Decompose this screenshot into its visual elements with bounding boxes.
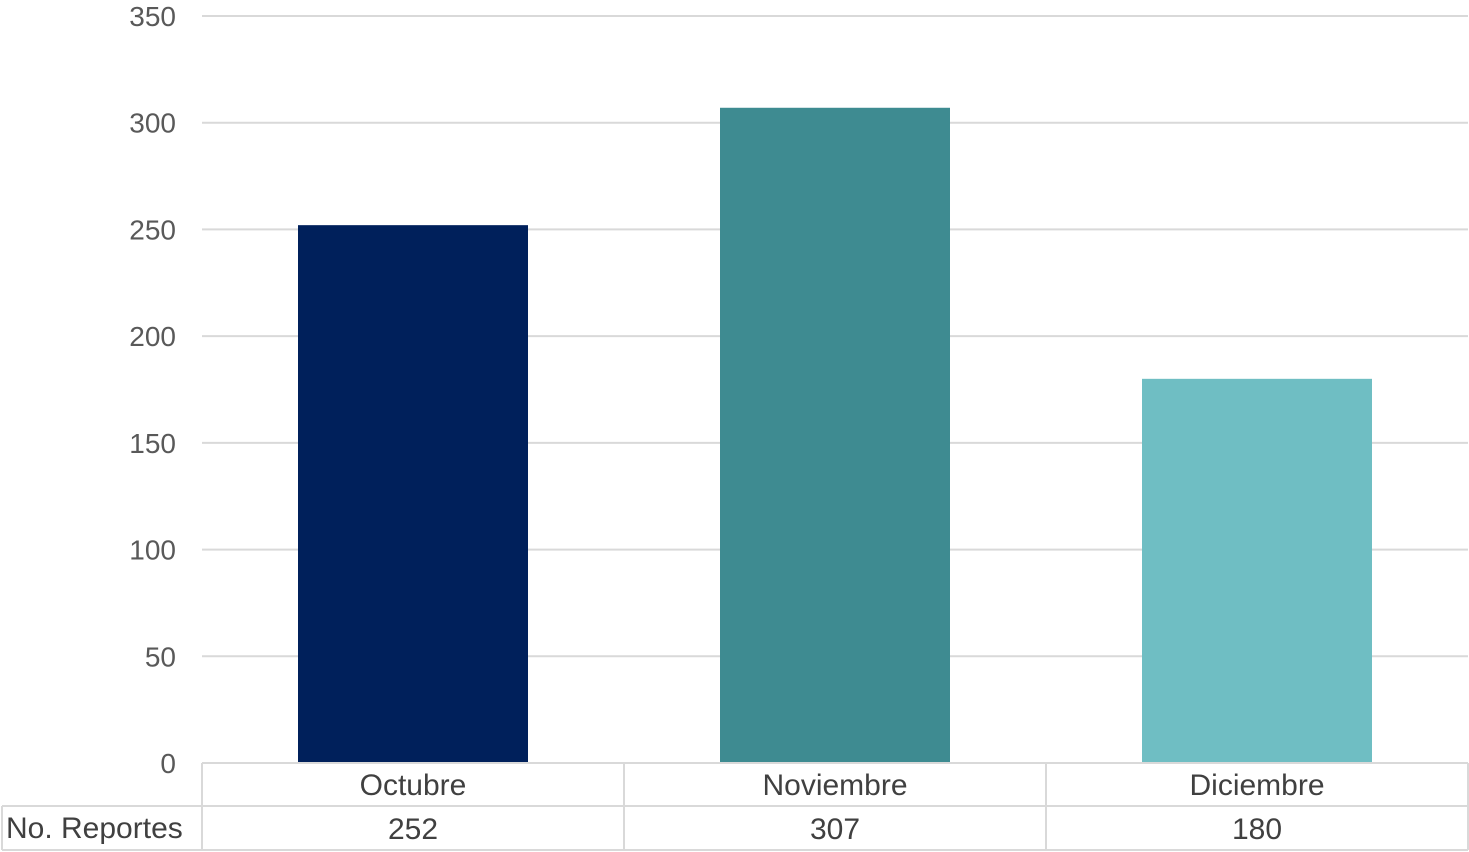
category-label: Octubre bbox=[360, 769, 467, 802]
data-table-value: 180 bbox=[1232, 813, 1282, 846]
y-axis-tick-labels: 0 50 100 150 200 250 300 350 bbox=[129, 1, 176, 779]
y-tick-label: 200 bbox=[129, 321, 176, 352]
y-tick-label: 250 bbox=[129, 214, 176, 245]
y-tick-label: 100 bbox=[129, 535, 176, 566]
y-tick-label: 50 bbox=[145, 641, 176, 672]
data-table-row-label: No. Reportes bbox=[6, 812, 183, 845]
bar bbox=[1142, 378, 1372, 763]
data-table-value: 307 bbox=[810, 813, 860, 846]
y-tick-label: 350 bbox=[129, 1, 176, 32]
data-table-value: 252 bbox=[388, 813, 438, 846]
bars bbox=[298, 107, 1372, 763]
y-tick-label: 150 bbox=[129, 428, 176, 459]
data-table: No. Reportes Octubre 252 Noviembre 307 Dicie… bbox=[1, 762, 1469, 851]
y-tick-label: 300 bbox=[129, 108, 176, 139]
category-label: Noviembre bbox=[762, 769, 907, 802]
bar bbox=[720, 107, 950, 763]
category-label: Diciembre bbox=[1189, 769, 1324, 802]
y-tick-label: 0 bbox=[160, 748, 176, 779]
bar bbox=[298, 225, 528, 763]
